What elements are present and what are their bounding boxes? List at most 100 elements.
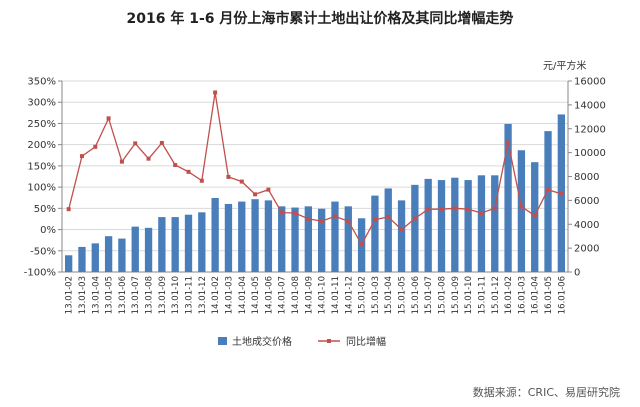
x-tick-label: 15.01-08: [438, 276, 448, 314]
left-tick-label: 200%: [27, 140, 56, 151]
x-tick-label: 15.01-03: [371, 276, 381, 314]
line-marker: [293, 211, 298, 216]
x-tick-label: 15.01-09: [451, 276, 461, 314]
right-axis-unit: 元/平方米: [543, 61, 587, 72]
bar: [64, 255, 73, 272]
bar: [131, 226, 139, 272]
x-tick-label: 13.01-12: [198, 276, 208, 314]
line-marker: [159, 140, 164, 145]
x-tick-label: 15.01-10: [464, 276, 474, 314]
chart-title: 2016 年 1-6 月份上海市累计土地出让价格及其同比增幅走势: [126, 11, 514, 27]
bar: [437, 180, 446, 272]
x-tick-label: 14.01-02: [211, 276, 221, 314]
line-marker: [519, 204, 524, 209]
x-tick-label: 16.01-05: [544, 276, 554, 314]
line-marker: [332, 214, 337, 219]
left-tick-label: 250%: [27, 119, 56, 130]
bar: [411, 184, 419, 272]
right-tick-label: 14000: [574, 100, 606, 111]
x-tick-label: 13.01-11: [185, 276, 195, 314]
right-tick-label: 2000: [574, 244, 599, 255]
line-marker: [66, 207, 71, 212]
x-tick-label: 13.01-10: [171, 276, 181, 314]
x-tick-label: 14.01-09: [304, 276, 314, 314]
bar: [291, 207, 299, 272]
bar: [544, 131, 552, 272]
bar: [464, 180, 472, 272]
bar: [504, 123, 512, 272]
line-marker: [226, 174, 231, 179]
x-tick-label: 14.01-08: [291, 276, 301, 314]
x-tick-label: 15.01-11: [477, 276, 487, 314]
x-tick-label: 14.01-07: [278, 276, 288, 314]
line-marker: [439, 207, 444, 212]
bar: [344, 206, 352, 272]
x-tick-label: 13.01-04: [91, 276, 101, 314]
left-tick-label: 150%: [27, 161, 56, 172]
x-tick-label: 16.01-02: [504, 276, 514, 314]
bar: [78, 246, 86, 272]
line-marker: [79, 154, 84, 159]
line-marker: [359, 242, 364, 247]
right-tick-label: 16000: [574, 77, 606, 88]
line-marker: [213, 90, 218, 95]
bar: [317, 208, 326, 272]
line-marker: [386, 214, 391, 219]
x-tick-label: 14.01-05: [251, 276, 261, 314]
bar: [477, 175, 486, 272]
line-marker: [492, 206, 497, 211]
right-tick-label: 6000: [574, 196, 599, 207]
x-tick-label: 13.01-08: [145, 276, 155, 314]
line-marker: [412, 216, 417, 221]
bar: [91, 243, 99, 272]
line-marker: [119, 159, 124, 164]
bar: [264, 200, 273, 272]
left-tick-label: 350%: [27, 77, 56, 88]
bar: [371, 195, 379, 272]
x-tick-label: 14.01-10: [318, 276, 328, 314]
x-tick-label: 15.01-04: [384, 276, 394, 314]
legend-label-bar: 土地成交价格: [232, 335, 292, 348]
x-tick-label: 13.01-09: [158, 276, 168, 314]
line-marker: [253, 192, 258, 197]
line-marker: [239, 179, 244, 184]
line-marker: [466, 207, 471, 212]
x-tick-label: 13.01-06: [118, 276, 128, 314]
x-tick-label: 14.01-12: [344, 276, 354, 314]
bar: [304, 206, 313, 272]
line-marker: [372, 217, 377, 222]
bar: [171, 217, 179, 272]
bar: [491, 175, 499, 272]
line-marker: [399, 227, 404, 232]
x-tick-label: 14.01-04: [238, 276, 248, 314]
line-marker: [346, 219, 351, 224]
right-tick-label: 12000: [574, 124, 606, 135]
left-tick-label: 100%: [27, 183, 56, 194]
x-tick-label: 13.01-03: [78, 276, 88, 314]
x-tick-label: 13.01-07: [131, 276, 141, 314]
line-marker: [546, 187, 551, 192]
x-tick-label: 14.01-11: [331, 276, 341, 314]
line-marker: [426, 207, 431, 212]
x-tick-label: 14.01-06: [264, 276, 274, 314]
right-tick-label: 0: [574, 268, 580, 279]
left-tick-label: -50%: [30, 246, 56, 257]
line-marker: [279, 210, 284, 215]
right-tick-label: 4000: [574, 220, 599, 231]
line-marker: [146, 156, 151, 161]
bar: [397, 200, 406, 272]
bar: [278, 206, 286, 272]
line-marker: [133, 141, 138, 146]
bar: [331, 201, 339, 272]
bar: [211, 197, 219, 272]
bar: [251, 199, 259, 272]
bar: [104, 236, 113, 272]
line-marker: [173, 163, 178, 168]
x-tick-label: 15.01-12: [491, 276, 501, 314]
line-marker: [186, 169, 191, 174]
bar: [184, 214, 193, 272]
right-tick-label: 10000: [574, 148, 606, 159]
line-marker: [266, 187, 271, 192]
